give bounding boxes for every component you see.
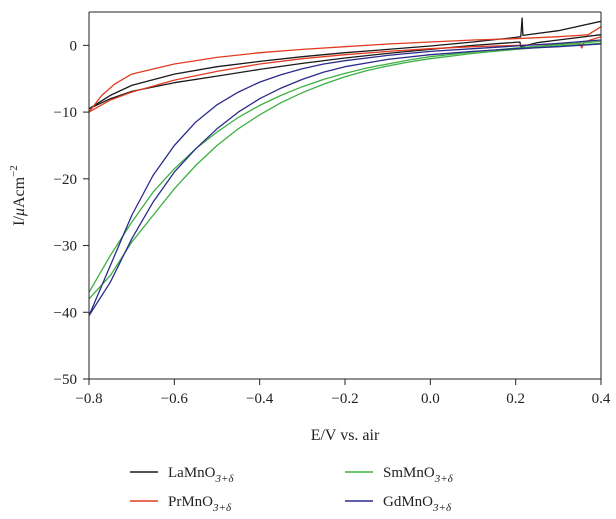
y-tick-label: 0 [70, 38, 78, 54]
y-tick-label: −40 [54, 305, 77, 321]
series-line-gdmno-upper [89, 39, 601, 316]
y-tick-label: −10 [54, 105, 77, 121]
y-tick-label: −20 [54, 172, 77, 188]
plot-area [89, 17, 601, 316]
series-line-prmno-upper [89, 26, 601, 113]
legend-label: GdMnO3+δ [383, 494, 452, 514]
legend-item-gdmno: GdMnO3+δ [345, 494, 452, 514]
legend-item-prmno: PrMnO3+δ [130, 494, 232, 514]
series-line-smmno-upper [89, 40, 601, 293]
x-tick-label: −0.6 [161, 391, 189, 407]
legend-label: LaMnO3+δ [168, 465, 234, 485]
legend-item-lamno: LaMnO3+δ [130, 465, 234, 485]
axes: −0.8 −0.6 −0.4 −0.2 0.0 0.2 0.4 0 −10 −20 −30 −40 −5… [8, 11, 611, 444]
series-line-lamno-upper [89, 17, 601, 110]
x-tick-label: 0.4 [592, 391, 611, 407]
x-tick-label: −0.4 [246, 391, 274, 407]
y-axis-label: I/μAcm−2 [8, 165, 28, 226]
x-axis-label: E/V vs. air [311, 427, 380, 444]
series-line-gdmno-lower [89, 43, 601, 316]
x-tick-label: −0.8 [75, 391, 102, 407]
y-tick-label: −50 [54, 372, 77, 388]
x-tick-label: −0.2 [331, 391, 358, 407]
series-line-smmno-lower [89, 42, 601, 300]
legend-label: PrMnO3+δ [168, 494, 232, 514]
x-tick-label: 0.0 [421, 391, 440, 407]
x-tick-label: 0.2 [506, 391, 525, 407]
legend-label: SmMnO3+δ [383, 465, 454, 485]
legend: LaMnO3+δ SmMnO3+δ PrMnO3+δ GdMnO3+δ [130, 465, 454, 514]
y-tick-label: −30 [54, 239, 77, 255]
legend-item-smmno: SmMnO3+δ [345, 465, 454, 485]
